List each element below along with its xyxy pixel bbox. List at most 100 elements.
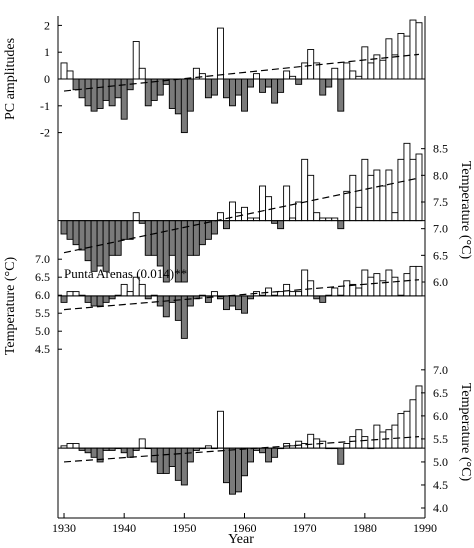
bar-1938	[108, 78, 116, 107]
bar-1975	[331, 67, 339, 80]
bar-1958	[229, 447, 236, 495]
bar-1978	[349, 283, 357, 297]
bar-1985	[391, 424, 399, 449]
y-tick-label: 2	[44, 18, 50, 32]
bar-1937	[102, 220, 110, 272]
y-tick-label: 8.5	[433, 142, 448, 156]
bar-1953	[198, 220, 206, 246]
bar-1955	[210, 78, 218, 96]
bar-1980	[361, 46, 369, 80]
bar-1932	[72, 291, 80, 297]
bar-1936	[96, 78, 104, 109]
y-tick-label: 6.5	[433, 248, 448, 262]
bar-1960	[241, 447, 248, 477]
bar-1980	[361, 158, 369, 222]
bar-1935	[90, 447, 98, 458]
bar-1940	[120, 220, 128, 240]
bar-1950	[180, 295, 188, 339]
bar-1978	[349, 174, 357, 222]
bar-1973	[319, 295, 327, 303]
bar-1957	[222, 220, 230, 230]
bar-1978	[349, 70, 357, 80]
bar-1981	[367, 174, 375, 222]
bar-1981	[367, 276, 375, 297]
bar-1976	[337, 447, 345, 465]
bar-1960	[241, 78, 248, 112]
bar-1977	[343, 62, 351, 80]
bar-1945	[150, 220, 158, 256]
bar-1983	[379, 185, 387, 222]
y-tick-label: -1	[40, 99, 50, 113]
bar-1943	[138, 438, 146, 449]
bar-1966	[277, 78, 285, 93]
bar-1957	[222, 447, 230, 484]
x-tick-label: 1970	[293, 521, 317, 535]
bar-1940	[120, 283, 128, 297]
bar-1979	[355, 429, 363, 449]
bar-1987	[403, 410, 411, 449]
bar-1931	[66, 291, 74, 297]
bar-1941	[126, 447, 134, 458]
trend-line	[63, 53, 420, 92]
bar-1946	[156, 447, 164, 474]
y-tick-label: 4.5	[433, 478, 448, 492]
y-tick-label: 0	[44, 72, 50, 86]
bar-1933	[78, 78, 86, 99]
bar-1989	[415, 153, 423, 222]
bar-1985	[391, 54, 399, 80]
y-axis-label: Temperature (°C)	[458, 383, 473, 482]
bar-1982	[373, 424, 381, 449]
bar-1965	[271, 447, 279, 458]
bar-1951	[186, 447, 194, 463]
bar-1948	[168, 295, 176, 303]
bar-1988	[409, 158, 417, 222]
bar-1966	[277, 220, 285, 230]
bar-1951	[186, 220, 194, 256]
y-tick-label: 7.0	[433, 222, 448, 236]
y-tick-label: 5.0	[433, 455, 448, 469]
bar-1951	[186, 78, 194, 112]
bar-1948	[168, 447, 176, 467]
x-tick-label: 1940	[112, 521, 136, 535]
bar-1986	[397, 158, 405, 222]
y-tick-label: 5.5	[433, 432, 448, 446]
y-tick-label: 5.0	[35, 324, 50, 338]
bar-1989	[415, 265, 423, 297]
bar-1977	[343, 280, 351, 297]
x-tick-label: 1980	[353, 521, 377, 535]
y-tick-label: 6.5	[35, 270, 50, 284]
bar-1954	[204, 220, 212, 240]
bar-1987	[403, 142, 411, 222]
bar-1941	[126, 291, 134, 297]
bar-1933	[78, 220, 86, 251]
bar-1973	[319, 440, 327, 449]
bar-1984	[385, 169, 393, 222]
bar-1972	[313, 212, 321, 222]
bar-1969	[295, 201, 303, 222]
bar-1971	[307, 174, 315, 222]
bar-1968	[289, 291, 297, 297]
y-tick-label: -2	[40, 126, 50, 140]
y-tick-label: 7.5	[433, 195, 448, 209]
y-tick-label: 7.0	[35, 252, 50, 266]
bar-1944	[144, 220, 152, 256]
y-axis-label: Temperature (°C)	[3, 257, 18, 356]
bar-1964	[265, 447, 273, 463]
bar-1942	[132, 212, 140, 222]
bar-1959	[235, 78, 242, 96]
bar-1939	[114, 78, 122, 99]
bar-1949	[174, 78, 182, 115]
bar-1971	[307, 49, 315, 80]
bar-1979	[355, 206, 363, 222]
bar-1943	[138, 283, 146, 297]
bar-1934	[84, 295, 92, 303]
bar-1934	[84, 78, 92, 107]
bar-1939	[114, 220, 122, 256]
bar-1984	[385, 38, 393, 80]
bar-1989	[415, 22, 423, 80]
bar-1985	[391, 276, 399, 297]
bar-1963	[259, 78, 267, 93]
bar-1951	[186, 295, 194, 307]
x-tick-label: 1960	[233, 521, 257, 535]
bar-1931	[66, 70, 74, 80]
